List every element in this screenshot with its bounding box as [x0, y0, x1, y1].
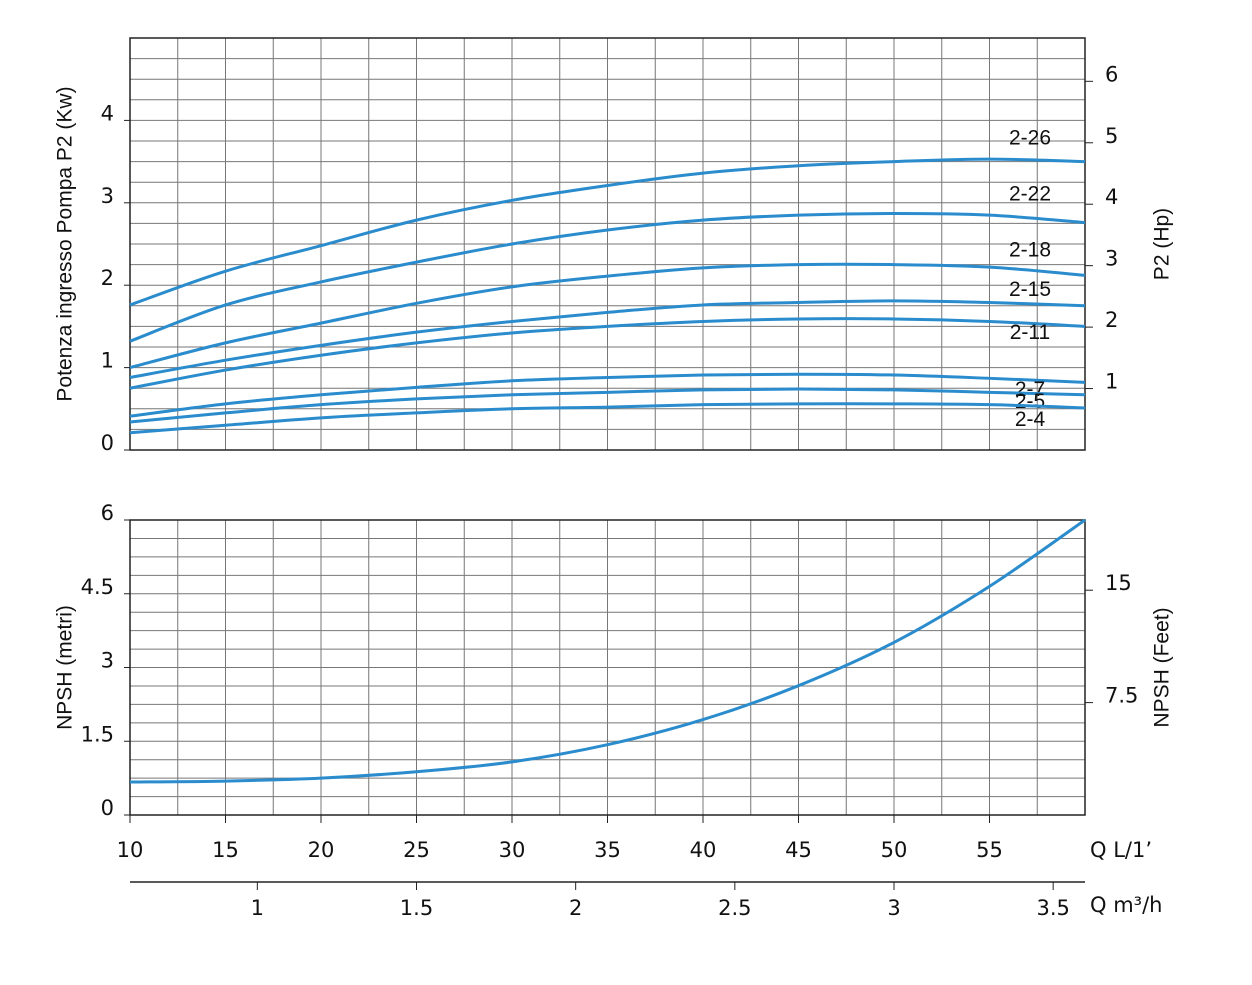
- x2-tick-label: 3: [887, 896, 900, 920]
- y2-tick-label: 4: [1105, 185, 1118, 209]
- series-label: 2-15: [1009, 278, 1051, 301]
- x2-tick-label: 1: [251, 896, 264, 920]
- series-label: 2-7: [1015, 378, 1045, 401]
- series-line: [129, 402, 1086, 435]
- x-tick-label: 40: [690, 838, 717, 862]
- series-line: [129, 262, 1086, 370]
- y-tick-label: 6: [101, 501, 114, 525]
- series-line: [129, 299, 1086, 379]
- x2-tick-label: 1.5: [400, 896, 433, 920]
- series-line: [129, 317, 1086, 390]
- plot-frame: [129, 37, 1086, 451]
- y-tick-label: 4.5: [81, 575, 114, 599]
- y-tick-label: 3: [101, 184, 114, 208]
- y2-axis-title: NPSH (Feet): [1151, 607, 1174, 727]
- x2-tick-label: 2: [569, 896, 582, 920]
- x-tick-label: 20: [308, 838, 335, 862]
- series-line: [129, 387, 1086, 424]
- x-tick-label: 10: [117, 838, 144, 862]
- y-tick-label: 1.5: [81, 722, 114, 746]
- y2-tick-label: 2: [1105, 308, 1118, 332]
- x-tick-label: 15: [212, 838, 239, 862]
- series-label: 2-26: [1009, 127, 1051, 150]
- series-line: [129, 212, 1086, 343]
- y2-tick-label: 3: [1105, 247, 1118, 271]
- x-tick-label: 30: [499, 838, 526, 862]
- series-label: 2-22: [1009, 183, 1051, 206]
- y2-tick-label: 7.5: [1105, 684, 1138, 708]
- series-line: [129, 518, 1086, 784]
- series-line: [129, 372, 1086, 418]
- x-tick-label: 35: [594, 838, 621, 862]
- y-tick-label: 3: [101, 649, 114, 673]
- x-axis-title: Q L/1’: [1090, 838, 1152, 862]
- series-label: 2-18: [1009, 239, 1051, 262]
- series-line: [129, 157, 1086, 307]
- y-tick-label: 0: [101, 431, 114, 455]
- x-tick-label: 45: [785, 838, 812, 862]
- y2-tick-label: 1: [1105, 370, 1118, 394]
- x-tick-label: 55: [976, 838, 1003, 862]
- x2-axis-title: Q m³/h: [1090, 893, 1162, 917]
- x-tick-label: 25: [403, 838, 430, 862]
- y-axis-title: NPSH (metri): [54, 605, 77, 730]
- series-label: 2-4: [1015, 408, 1046, 431]
- x-tick-label: 50: [881, 838, 908, 862]
- y2-tick-label: 6: [1105, 62, 1118, 86]
- y2-axis-title: P2 (Hp): [1151, 208, 1174, 280]
- y2-tick-label: 15: [1105, 571, 1132, 595]
- x2-tick-label: 2.5: [718, 896, 751, 920]
- x2-tick-label: 3.5: [1036, 896, 1069, 920]
- y-axis-title: Potenza ingresso Pompa P2 (Kw): [54, 86, 77, 401]
- y-tick-label: 2: [101, 266, 114, 290]
- y-tick-label: 0: [101, 796, 114, 820]
- y-tick-label: 1: [101, 349, 114, 373]
- y2-tick-label: 5: [1105, 124, 1118, 148]
- series-label: 2-11: [1010, 321, 1050, 344]
- y-tick-label: 4: [101, 101, 114, 125]
